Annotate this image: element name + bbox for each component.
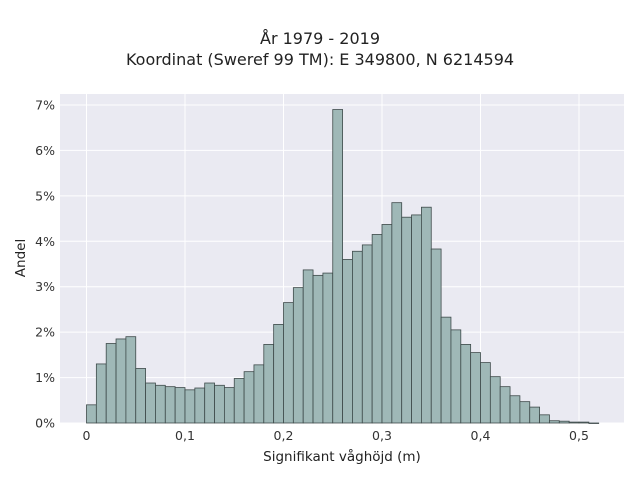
histogram-bar: [155, 384, 166, 424]
histogram-bar: [332, 109, 344, 424]
histogram-bar: [519, 401, 531, 424]
histogram-bar: [204, 382, 215, 424]
histogram-bar: [292, 287, 304, 424]
histogram-bar: [283, 302, 294, 424]
y-tick-label: 6%: [35, 143, 55, 158]
histogram-bar: [480, 362, 491, 424]
histogram-bar: [86, 404, 97, 424]
histogram-bar: [391, 202, 403, 424]
histogram-bar: [194, 387, 206, 424]
histogram-bar: [489, 376, 501, 424]
histogram-bar: [558, 420, 570, 424]
histogram-bar: [420, 206, 432, 424]
histogram-bar: [214, 384, 225, 424]
x-axis-label: Signifikant våghöjd (m): [263, 448, 421, 465]
histogram-bar: [243, 371, 255, 424]
histogram-bar: [440, 316, 452, 424]
chart-subtitle: Koordinat (Sweref 99 TM): E 349800, N 62…: [125, 50, 515, 69]
histogram-bar: [115, 338, 127, 424]
x-tick-label: 0,5: [569, 428, 589, 443]
histogram-bar: [174, 387, 186, 424]
histogram-bar: [499, 386, 511, 424]
histogram-bar: [342, 259, 353, 424]
histogram-bar: [529, 406, 541, 424]
histogram-bar: [430, 248, 442, 424]
x-tick-label: 0,1: [175, 428, 195, 443]
histogram-bar: [164, 386, 176, 424]
histogram-bar: [253, 364, 265, 424]
y-axis-ticks: 0% 1% 2% 3% 4% 5% 6% 7%: [35, 97, 55, 430]
histogram-bar: [312, 274, 324, 424]
histogram-bar: [184, 389, 196, 424]
histogram-bar: [352, 250, 363, 424]
histogram-bar: [588, 422, 600, 424]
histogram-bar: [135, 368, 146, 424]
histogram-bar: [105, 343, 117, 424]
histogram-bar: [509, 395, 521, 424]
histogram-bar: [411, 214, 422, 424]
histogram-bar: [223, 387, 235, 424]
histogram-bar: [302, 269, 314, 424]
x-tick-label: 0,2: [274, 428, 294, 443]
histogram-bar: [361, 244, 373, 424]
histogram-bar: [460, 344, 472, 424]
x-axis-ticks: 0 0,1 0,2 0,3 0,4 0,5: [83, 428, 589, 443]
histogram-bar: [568, 421, 580, 424]
histogram-bar: [470, 352, 481, 424]
y-tick-label: 1%: [35, 370, 55, 385]
histogram-bar: [578, 421, 590, 424]
histogram-bar: [273, 324, 284, 424]
histogram-bar: [371, 234, 383, 424]
y-tick-label: 3%: [35, 279, 55, 294]
histogram-bar: [125, 336, 137, 424]
x-tick-label: 0: [83, 428, 91, 443]
x-tick-label: 0,3: [372, 428, 392, 443]
histogram-bar: [549, 420, 560, 424]
y-tick-label: 7%: [35, 97, 55, 112]
y-tick-label: 5%: [35, 188, 55, 203]
histogram-bar: [145, 382, 156, 424]
histogram-bar: [381, 224, 393, 424]
histogram-bar: [539, 414, 550, 424]
chart-title: År 1979 - 2019: [260, 29, 380, 48]
y-tick-label: 4%: [35, 234, 55, 249]
histogram-bar: [322, 272, 334, 424]
histogram-bar: [95, 363, 107, 424]
y-axis-label: Andel: [13, 239, 29, 277]
x-tick-label: 0,4: [471, 428, 491, 443]
histogram-bar: [263, 344, 275, 424]
histogram-bars: [86, 109, 600, 424]
histogram-bar: [401, 216, 412, 424]
y-tick-label: 0%: [35, 416, 55, 431]
histogram-bar: [450, 329, 462, 424]
histogram-bar: [233, 378, 245, 424]
y-tick-label: 2%: [35, 325, 55, 340]
